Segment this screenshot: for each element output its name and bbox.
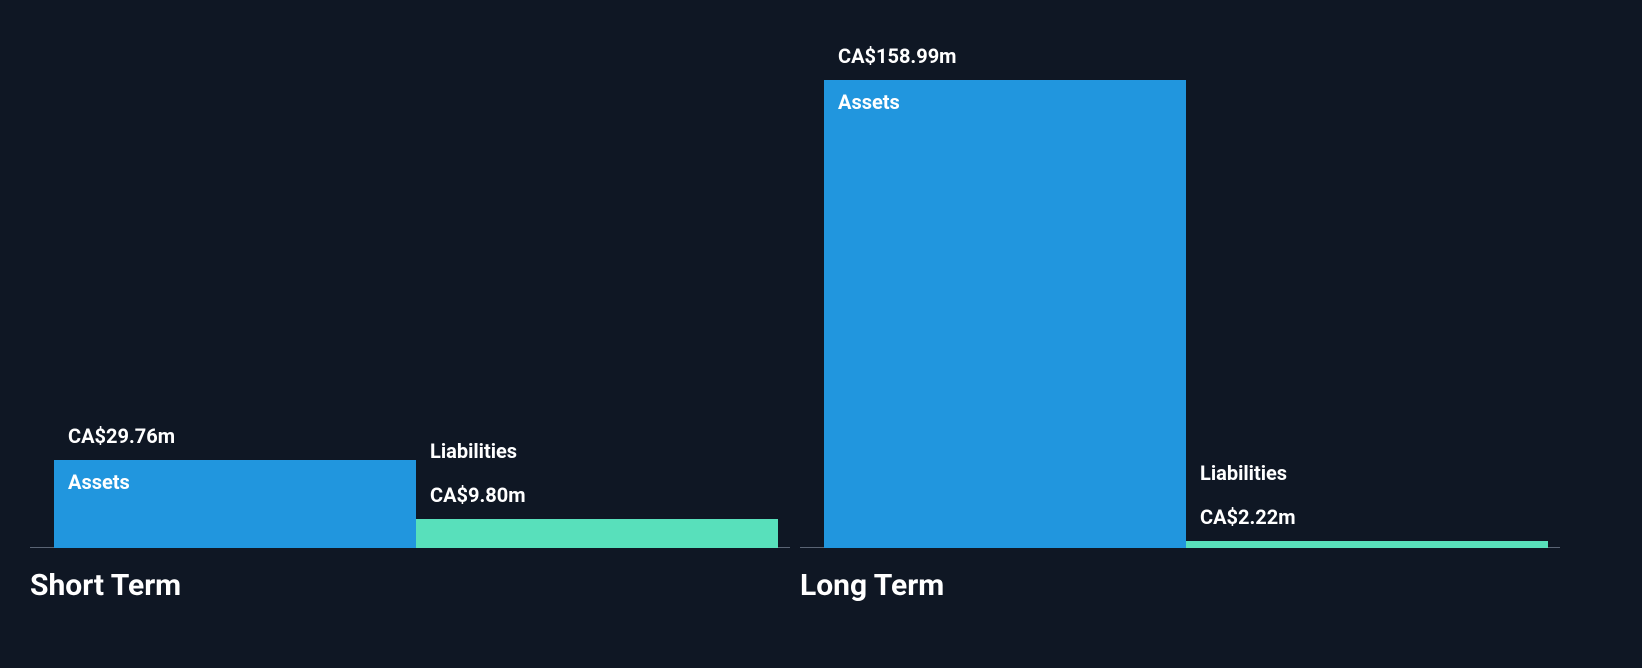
- label-block-long-term-liabilities: Liabilities CA$2.22m: [1200, 461, 1296, 529]
- value-label-long-term-liabilities: CA$2.22m: [1200, 505, 1296, 529]
- series-label-liabilities: Liabilities: [1200, 461, 1296, 485]
- bar-long-term-liabilities: [1186, 541, 1548, 548]
- bar-label-assets: Assets: [68, 470, 130, 494]
- value-label-long-term-assets: CA$158.99m: [838, 44, 957, 68]
- value-label-short-term-liabilities: CA$9.80m: [430, 483, 526, 507]
- group-short-term: Assets CA$29.76m Liabilities CA$9.80m Sh…: [30, 0, 790, 668]
- chart-container: Assets CA$29.76m Liabilities CA$9.80m Sh…: [0, 0, 1642, 668]
- label-block-short-term-liabilities: Liabilities CA$9.80m: [430, 439, 526, 507]
- series-label-liabilities: Liabilities: [430, 439, 526, 463]
- chart-area-long-term: Assets CA$158.99m Liabilities CA$2.22m: [800, 0, 1560, 548]
- bar-short-term-liabilities: [416, 519, 778, 548]
- bar-label-assets: Assets: [838, 90, 900, 114]
- bar-short-term-assets: Assets: [54, 460, 416, 548]
- value-label-short-term-assets: CA$29.76m: [68, 424, 175, 448]
- group-title-long-term: Long Term: [800, 568, 944, 603]
- chart-area-short-term: Assets CA$29.76m Liabilities CA$9.80m: [30, 0, 790, 548]
- group-long-term: Assets CA$158.99m Liabilities CA$2.22m L…: [800, 0, 1560, 668]
- bar-long-term-assets: Assets: [824, 80, 1186, 548]
- group-title-short-term: Short Term: [30, 568, 181, 603]
